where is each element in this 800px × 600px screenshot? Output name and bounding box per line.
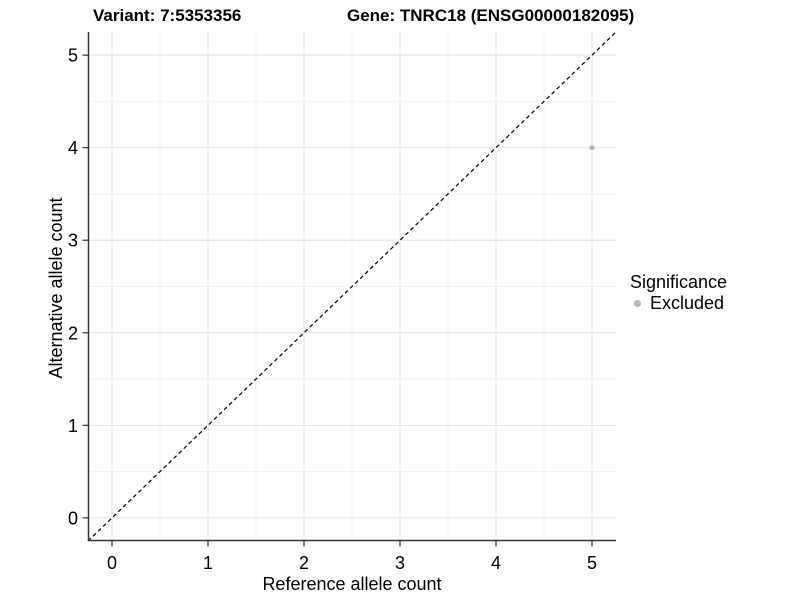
identity-line (87, 31, 617, 542)
legend: Significance Excluded (628, 272, 727, 313)
legend-point-icon (634, 299, 641, 307)
plot-panel: 0 1 2 3 4 5 0 1 2 3 4 5 (68, 31, 617, 573)
plot-title-gene: Gene: TNRC18 (ENSG00000182095) (347, 6, 635, 25)
y-tick-label: 2 (68, 323, 78, 343)
x-tick-label: 0 (107, 553, 117, 573)
x-tick-label: 5 (587, 553, 597, 573)
y-tick-label: 1 (68, 416, 78, 436)
y-tick-label: 0 (68, 508, 78, 528)
y-tick-label: 3 (68, 231, 78, 251)
x-tick-label: 3 (395, 553, 405, 573)
legend-item-label: Excluded (650, 293, 725, 313)
plot-title-variant: Variant: 7:5353356 (93, 6, 242, 25)
data-point (589, 145, 595, 151)
x-tick-label: 4 (491, 553, 501, 573)
y-tick-label: 5 (68, 46, 78, 66)
y-axis-title: Alternative allele count (46, 197, 66, 379)
x-tick-label: 1 (203, 553, 213, 573)
x-tick-label: 2 (299, 553, 309, 573)
legend-item-excluded: Excluded (628, 293, 727, 313)
legend-title: Significance (630, 272, 728, 292)
x-axis-title: Reference allele count (262, 574, 442, 594)
y-tick-label: 4 (68, 138, 78, 158)
plot-area: 0 1 2 3 4 5 0 1 2 3 4 5 (68, 31, 617, 573)
